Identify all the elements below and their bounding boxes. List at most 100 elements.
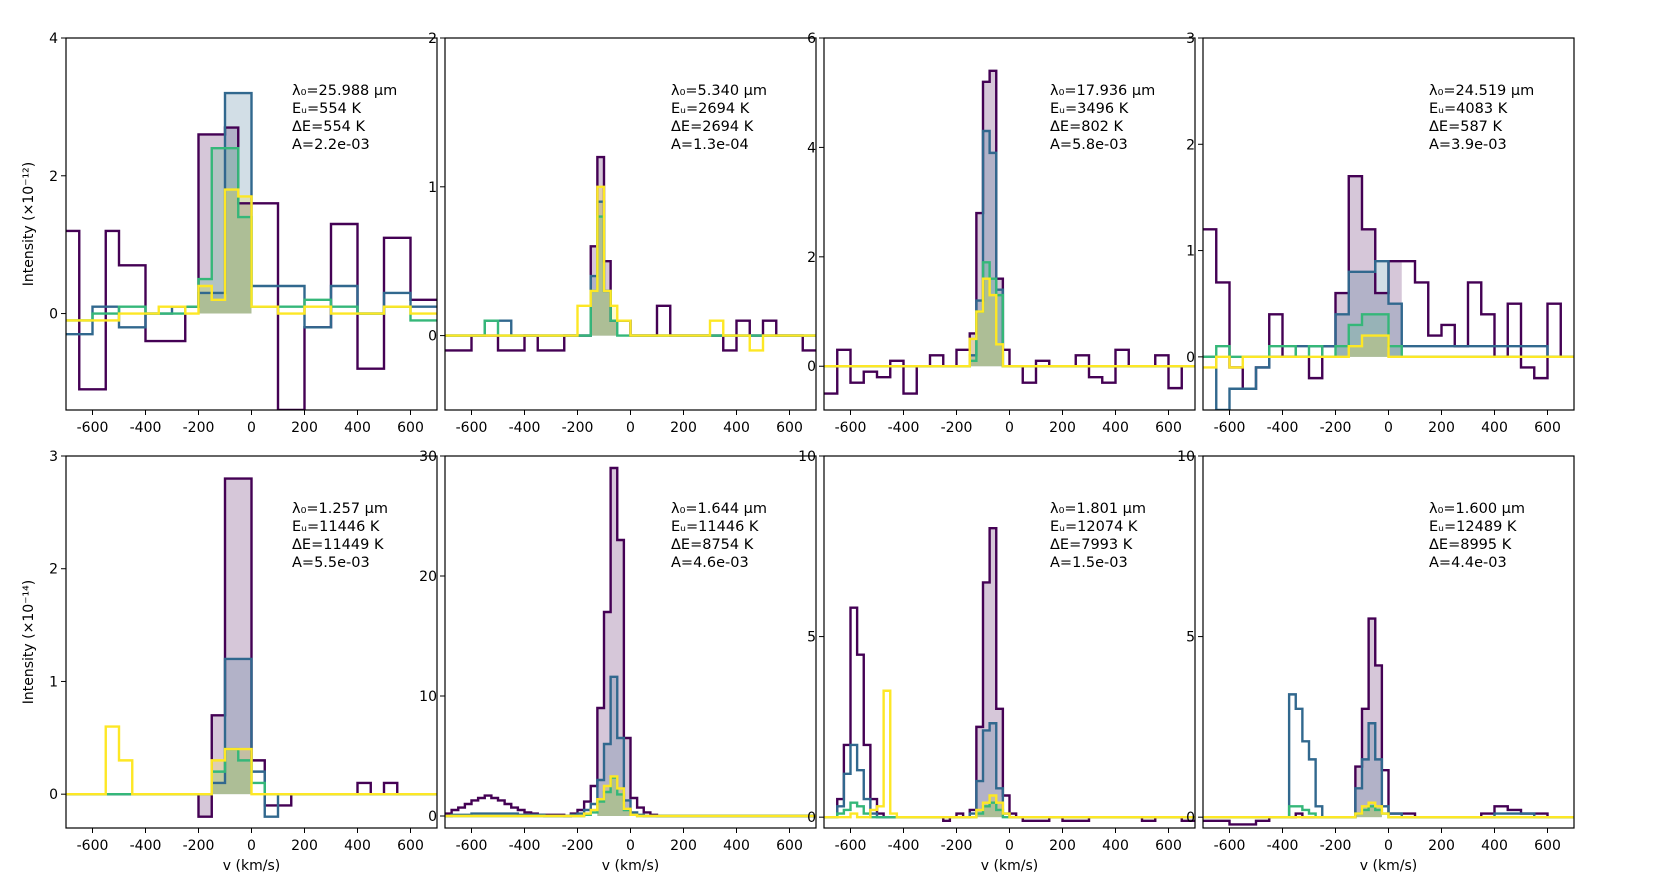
series-4-line [1203,801,1574,819]
x-tick-label: -400 [1267,420,1299,436]
plot-area-7 [824,527,1195,822]
x-tick-label: 400 [1102,420,1129,436]
x-tick-label: 0 [247,420,256,436]
y-tick-label: 3 [1186,31,1195,47]
y-tick-label: 0 [428,809,437,825]
x-tick-label: -200 [562,420,594,436]
series-1-line [824,527,1195,822]
panel-1: -600 -400 -200 0 200 400 600 0 2 4 λ₀=25.988 µm Eᵤ=… [49,31,438,436]
y-tick-label: 2 [49,169,58,185]
y-tick-label: 6 [807,31,816,47]
annotation-line-2: Eᵤ=12074 K [1050,519,1138,535]
y-tick-label: 0 [1186,810,1195,826]
x-tick-label: -600 [456,838,488,854]
x-tick-label: 400 [723,838,750,854]
x-tick-label: 400 [723,420,750,436]
x-tick-label: -400 [130,838,162,854]
annotation-line-4: A=2.2e-03 [292,137,370,153]
x-tick-label: -600 [77,838,109,854]
x-tick-label: 0 [1384,838,1393,854]
annotation-line-3: ΔE=11449 K [292,537,384,553]
annotation-line-3: ΔE=802 K [1050,119,1124,135]
y-tick-label: 4 [49,31,58,47]
y-tick-label: 2 [1186,137,1195,153]
x-tick-label: 0 [626,420,635,436]
annotation-line-1: λ₀=1.257 µm [292,501,388,517]
y-tick-label: 10 [798,449,816,465]
annotation-line-3: ΔE=554 K [292,119,366,135]
x-tick-label: -600 [835,838,867,854]
series-1-line [1203,617,1574,826]
panel-4: -600 -400 -200 0 200 400 600 0 1 2 3 λ₀=24.519 µm Eᵤ… [1186,31,1575,436]
plot-area-4 [1203,174,1574,410]
y-tick-label: 2 [807,250,816,266]
y-tick-label: 4 [807,140,816,156]
fill-series-2 [969,131,1003,367]
x-tick-label: -400 [1267,838,1299,854]
series-4-line [445,775,816,818]
x-tick-label: 400 [344,420,371,436]
annotation-line-4: A=4.4e-03 [1429,555,1507,571]
xlabel-panel-6: v (km/s) [602,858,659,874]
x-tick-label: 400 [1102,838,1129,854]
fill-series-4 [969,278,1003,367]
y-tick-label: 0 [1186,350,1195,366]
annotation-line-2: Eᵤ=12489 K [1429,519,1517,535]
panel-2: -600 -400 -200 0 200 400 600 0 1 2 λ₀=5.340 µm Eᵤ=2… [428,31,817,436]
y-tick-label: 2 [428,31,437,47]
x-tick-label: 400 [344,838,371,854]
x-tick-label: 200 [670,838,697,854]
x-tick-label: -600 [1214,838,1246,854]
plot-area-3 [824,69,1195,395]
plot-area-8 [1203,617,1574,826]
xlabel-panel-7: v (km/s) [981,858,1038,874]
x-tick-label: -400 [509,420,541,436]
x-tick-label: -600 [835,420,867,436]
x-tick-label: 600 [776,420,803,436]
plot-area-1 [66,91,437,410]
x-tick-label: 400 [1481,420,1508,436]
y-tick-label: 5 [1186,630,1195,646]
x-tick-label: -200 [562,838,594,854]
series-4-line [824,689,1195,819]
x-tick-label: -200 [1320,838,1352,854]
x-tick-label: 200 [670,420,697,436]
y-tick-label: 0 [428,329,437,345]
annotation-line-4: A=5.5e-03 [292,555,370,571]
x-tick-label: -400 [888,838,920,854]
y-tick-label: 10 [1177,449,1195,465]
annotation-line-1: λ₀=5.340 µm [671,83,767,99]
fill-series-3 [597,777,631,816]
series-4-line [66,188,437,322]
x-tick-label: -200 [941,838,973,854]
x-tick-label: 600 [397,838,424,854]
x-tick-label: 600 [1155,420,1182,436]
annotation-line-4: A=4.6e-03 [671,555,749,571]
y-tick-label: 1 [49,674,58,690]
fill-series-2 [597,676,631,816]
annotation-line-3: ΔE=2694 K [671,119,754,135]
x-tick-label: 200 [1049,420,1076,436]
annotation-line-1: λ₀=1.600 µm [1429,501,1525,517]
annotation-line-1: λ₀=1.801 µm [1050,501,1146,517]
fill-series-1 [597,468,631,816]
x-tick-label: 600 [1534,838,1561,854]
annotation-line-4: A=1.3e-04 [671,137,749,153]
series-4-line [445,185,816,352]
plot-area-2 [445,155,816,352]
plot-area-5 [66,477,437,818]
annotation-line-3: ΔE=8754 K [671,537,754,553]
annotation-line-4: A=5.8e-03 [1050,137,1128,153]
annotation-line-1: λ₀=24.519 µm [1429,83,1534,99]
x-tick-label: 600 [397,420,424,436]
x-tick-label: -200 [1320,420,1352,436]
x-tick-label: -200 [183,838,215,854]
annotation-line-2: Eᵤ=11446 K [292,519,380,535]
fill-series-1 [969,70,1003,367]
x-tick-label: -200 [941,420,973,436]
y-tick-label: 0 [807,810,816,826]
series-2-line [445,200,816,337]
